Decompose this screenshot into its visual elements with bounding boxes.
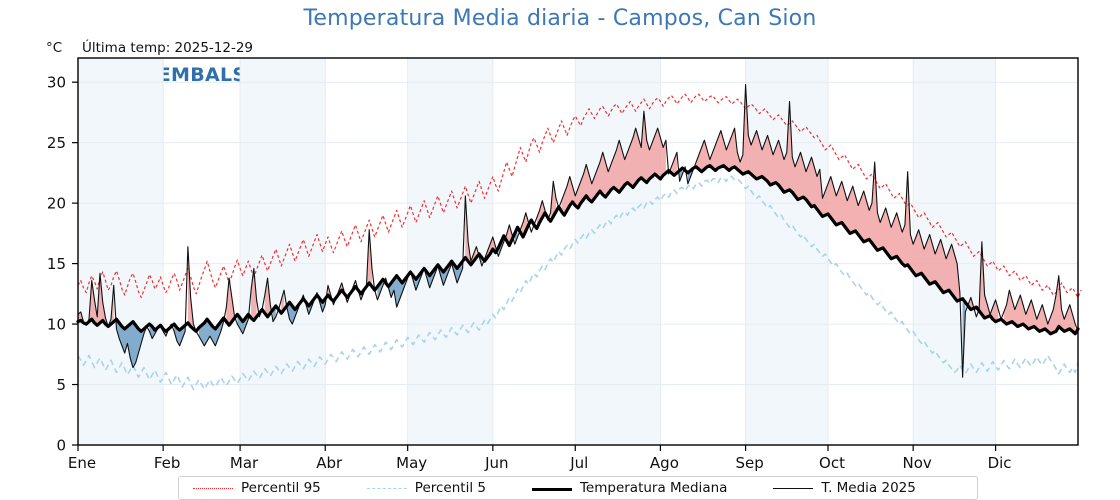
- legend-swatch-median: [531, 482, 572, 494]
- svg-text:5: 5: [56, 376, 66, 394]
- svg-text:Abr: Abr: [316, 454, 343, 472]
- svg-text:20: 20: [47, 195, 66, 213]
- legend-label-media2025: T. Media 2025: [821, 480, 916, 496]
- svg-text:0: 0: [56, 437, 66, 455]
- svg-text:Oct: Oct: [819, 454, 845, 472]
- svg-text:Ago: Ago: [650, 454, 679, 472]
- legend-item-p95: Percentil 95: [193, 480, 321, 496]
- svg-text:Sep: Sep: [735, 454, 763, 472]
- legend-item-media2025: T. Media 2025: [773, 480, 916, 496]
- svg-text:Ene: Ene: [68, 454, 96, 472]
- svg-text:Jul: Jul: [569, 454, 588, 472]
- svg-text:10: 10: [47, 316, 66, 334]
- svg-text:Mar: Mar: [230, 454, 259, 472]
- svg-text:Dic: Dic: [988, 454, 1012, 472]
- legend-label-p95: Percentil 95: [241, 480, 321, 496]
- svg-text:15: 15: [47, 255, 66, 273]
- svg-text:Nov: Nov: [903, 454, 932, 472]
- legend-item-p5: Percentil 5: [366, 480, 486, 496]
- last-temp-label: Última temp: 2025-12-29: [82, 40, 254, 56]
- svg-text:Jun: Jun: [484, 454, 508, 472]
- chart-legend: Percentil 95 Percentil 5 Temperatura Med…: [178, 476, 978, 500]
- y-axis-unit-label: °C: [46, 40, 63, 56]
- legend-item-median: Temperatura Mediana: [531, 480, 728, 496]
- svg-text:May: May: [396, 454, 427, 472]
- legend-swatch-p5: [366, 482, 407, 494]
- legend-swatch-media2025: [773, 482, 814, 494]
- legend-label-p5: Percentil 5: [414, 480, 486, 496]
- legend-label-median: Temperatura Mediana: [579, 480, 728, 496]
- legend-swatch-p95: [193, 482, 233, 494]
- svg-text:30: 30: [47, 74, 66, 92]
- page-title: Temperatura Media diaria - Campos, Can S…: [303, 6, 817, 31]
- svg-text:25: 25: [47, 134, 66, 152]
- svg-text:Feb: Feb: [154, 454, 181, 472]
